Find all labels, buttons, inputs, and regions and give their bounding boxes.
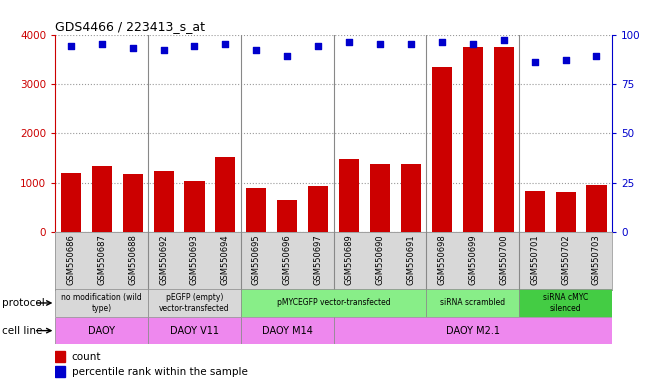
Point: [529, 59, 540, 65]
Point: [282, 53, 292, 60]
Text: GSM550688: GSM550688: [128, 234, 137, 285]
Text: GDS4466 / 223413_s_at: GDS4466 / 223413_s_at: [55, 20, 205, 33]
Text: GSM550691: GSM550691: [406, 234, 415, 285]
Text: GSM550702: GSM550702: [561, 234, 570, 285]
Text: pEGFP (empty)
vector-transfected: pEGFP (empty) vector-transfected: [159, 293, 230, 313]
Point: [313, 43, 324, 50]
Text: DAOY V11: DAOY V11: [170, 326, 219, 336]
Bar: [587, 185, 607, 232]
Bar: [241, 317, 333, 344]
Text: GSM550693: GSM550693: [190, 234, 199, 285]
Text: percentile rank within the sample: percentile rank within the sample: [72, 367, 247, 377]
Bar: [432, 67, 452, 232]
Point: [128, 45, 138, 51]
Point: [406, 41, 416, 48]
Point: [375, 41, 385, 48]
Bar: [148, 317, 241, 344]
Bar: [277, 200, 298, 232]
Text: GSM550689: GSM550689: [344, 234, 353, 285]
Point: [66, 43, 76, 50]
Bar: [55, 317, 148, 344]
Text: GSM550703: GSM550703: [592, 234, 601, 285]
Text: protocol: protocol: [2, 298, 45, 308]
Bar: [463, 47, 483, 232]
Point: [499, 37, 509, 43]
Text: DAOY M14: DAOY M14: [262, 326, 312, 336]
Bar: [370, 164, 390, 232]
Point: [220, 41, 230, 48]
Point: [344, 40, 354, 46]
Text: GSM550701: GSM550701: [530, 234, 539, 285]
Point: [591, 53, 602, 60]
Text: DAOY: DAOY: [89, 326, 115, 336]
Bar: [555, 192, 575, 232]
Point: [251, 47, 262, 53]
Point: [158, 47, 169, 53]
Text: pMYCEGFP vector-transfected: pMYCEGFP vector-transfected: [277, 298, 391, 308]
Text: GSM550699: GSM550699: [468, 234, 477, 285]
Text: count: count: [72, 352, 101, 362]
Text: GSM550696: GSM550696: [283, 234, 292, 285]
Bar: [92, 166, 112, 232]
Bar: [184, 181, 204, 232]
Bar: [339, 159, 359, 232]
Bar: [308, 186, 328, 232]
Text: GSM550692: GSM550692: [159, 234, 168, 285]
Text: siRNA cMYC
silenced: siRNA cMYC silenced: [543, 293, 589, 313]
Text: cell line: cell line: [2, 326, 42, 336]
Text: DAOY M2.1: DAOY M2.1: [446, 326, 500, 336]
Bar: [525, 191, 545, 232]
Bar: [154, 171, 174, 232]
Bar: [401, 164, 421, 232]
Text: GSM550697: GSM550697: [314, 234, 323, 285]
Bar: [493, 47, 514, 232]
Point: [96, 41, 107, 48]
Text: GSM550686: GSM550686: [66, 234, 76, 285]
Text: GSM550694: GSM550694: [221, 234, 230, 285]
Bar: [426, 289, 519, 317]
Text: siRNA scrambled: siRNA scrambled: [440, 298, 505, 308]
Point: [437, 40, 447, 46]
Text: GSM550687: GSM550687: [97, 234, 106, 285]
Text: GSM550695: GSM550695: [252, 234, 261, 285]
Bar: [246, 188, 266, 232]
Point: [467, 41, 478, 48]
Bar: [55, 366, 65, 377]
Bar: [215, 157, 236, 232]
Bar: [55, 289, 148, 317]
Bar: [122, 174, 143, 232]
Point: [189, 43, 200, 50]
Text: GSM550690: GSM550690: [376, 234, 385, 285]
Bar: [148, 289, 241, 317]
Bar: [333, 317, 612, 344]
Bar: [55, 351, 65, 362]
Text: GSM550700: GSM550700: [499, 234, 508, 285]
Bar: [241, 289, 426, 317]
Text: no modification (wild
type): no modification (wild type): [61, 293, 142, 313]
Bar: [61, 173, 81, 232]
Bar: [519, 289, 612, 317]
Point: [561, 57, 571, 63]
Text: GSM550698: GSM550698: [437, 234, 447, 285]
